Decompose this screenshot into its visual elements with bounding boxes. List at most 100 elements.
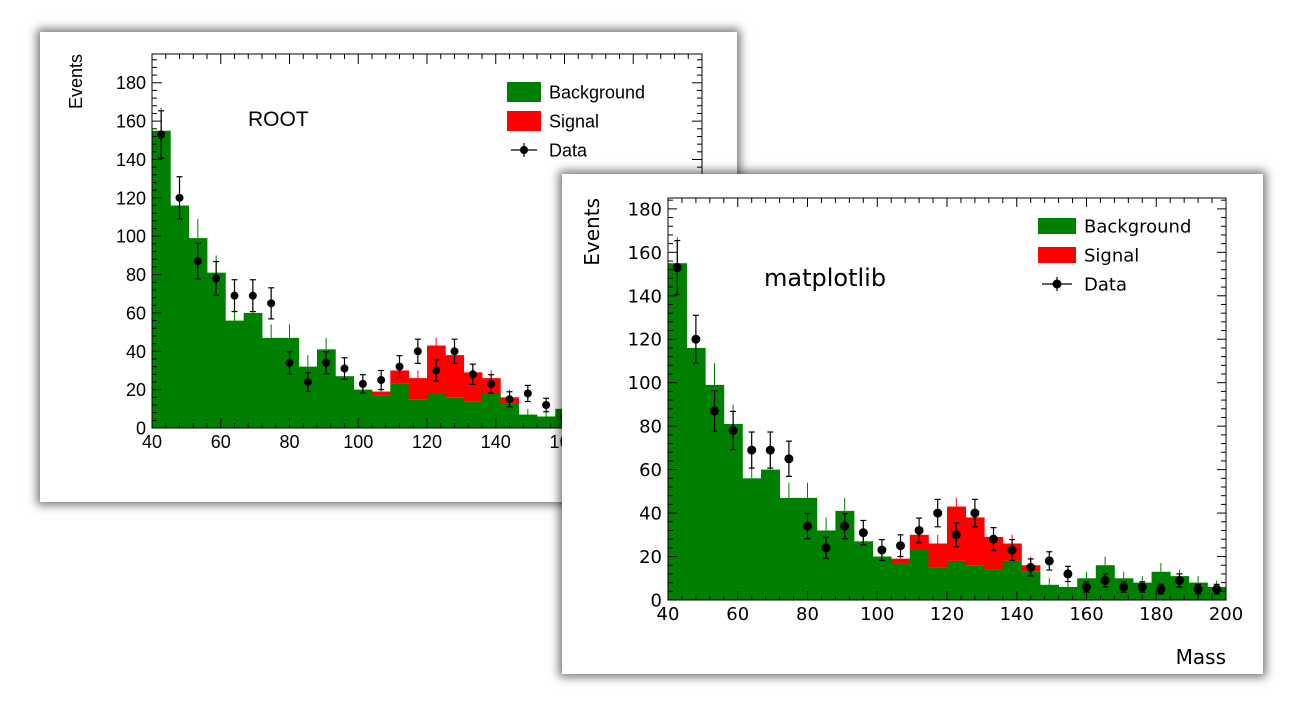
y-tick-label: 160 [628, 243, 662, 264]
background-bar [1002, 560, 1022, 600]
legend-label-signal: Signal [549, 111, 599, 131]
background-bar [835, 510, 855, 600]
background-bar [262, 337, 281, 428]
background-bar [742, 478, 762, 600]
data-point [1100, 575, 1110, 585]
background-bar [518, 414, 538, 428]
background-bar [761, 469, 780, 600]
background-bar [723, 423, 743, 600]
plot-area [668, 237, 1226, 600]
y-axis-label: Events [580, 198, 604, 266]
x-axis-label: Mass [1176, 645, 1226, 669]
data-point [322, 358, 331, 367]
legend-label-data: Data [1084, 274, 1127, 295]
y-tick-label: 40 [126, 342, 146, 362]
legend-swatch-signal [507, 111, 541, 131]
chart-title: ROOT [248, 108, 309, 131]
background-bar [705, 384, 725, 600]
data-point [193, 257, 202, 266]
y-tick-label: 100 [116, 227, 146, 247]
data-point [895, 541, 905, 551]
data-point [989, 534, 999, 544]
x-tick-label: 60 [726, 604, 749, 625]
signal-bar [891, 558, 911, 564]
legend-swatch-background [1038, 218, 1076, 234]
background-bar [947, 560, 966, 600]
legend-label-background: Background [1084, 216, 1191, 237]
matplotlib-plot-panel: 40 60 80 100 120 140 160 180 200 0 20 40 60 80 100 120 1… [562, 174, 1263, 674]
background-bar [872, 556, 892, 600]
data-point [747, 445, 757, 455]
x-tick-label: 120 [412, 432, 442, 452]
background-bar [798, 497, 818, 600]
data-point [933, 508, 943, 518]
y-tick-label: 0 [136, 418, 146, 438]
background-bar [816, 530, 836, 600]
legend: Background Signal Data [1038, 216, 1191, 295]
y-tick-label: 120 [628, 330, 662, 351]
x-tick-label: 140 [1000, 604, 1034, 625]
signal-bar [408, 378, 428, 400]
x-tick-label: 140 [481, 432, 511, 452]
x-tick-label: 40 [142, 432, 162, 452]
legend-label-signal: Signal [1084, 245, 1139, 266]
data-point [1174, 575, 1184, 585]
y-tick-label: 0 [651, 590, 662, 611]
plot-area [152, 107, 702, 428]
y-tick-label: 80 [639, 417, 662, 438]
data-point [1156, 584, 1166, 594]
background-bar [280, 337, 300, 428]
x-tick-label: 80 [796, 604, 819, 625]
x-tick-label: 160 [1069, 604, 1103, 625]
background-bar [390, 383, 410, 428]
background-bar [188, 238, 208, 428]
background-bar [1040, 584, 1059, 600]
background-bar [335, 376, 355, 428]
data-point [710, 406, 720, 416]
data-point [175, 193, 184, 202]
background-bar [537, 416, 556, 428]
data-point [1007, 545, 1017, 555]
background-bar [984, 569, 1004, 600]
chart-title: matplotlib [764, 264, 886, 292]
y-tick-label: 160 [116, 112, 146, 132]
data-point [1026, 562, 1036, 572]
background-bar [243, 312, 263, 428]
data-point [914, 525, 924, 535]
data-point [248, 291, 257, 300]
y-tick-label: 40 [639, 504, 662, 525]
data-point [358, 379, 367, 388]
background-bar [372, 395, 391, 428]
x-tick-label: 80 [279, 432, 299, 452]
background-bar [445, 397, 465, 428]
background-bar [298, 366, 318, 428]
data-point [1082, 582, 1091, 592]
background-bar [463, 401, 483, 428]
data-point [377, 376, 386, 385]
background-bar [1170, 576, 1190, 600]
data-point [413, 347, 422, 356]
background-bar [891, 563, 911, 600]
data-point [157, 130, 166, 139]
data-point [765, 445, 775, 455]
data-point [803, 521, 812, 531]
background-bar [686, 347, 706, 600]
background-bar [965, 565, 985, 600]
data-point [230, 291, 239, 300]
matplotlib-chart: 40 60 80 100 120 140 160 180 200 0 20 40 60 80 100 120 1… [580, 197, 1243, 669]
background-bar [1058, 586, 1078, 600]
background-bar [317, 349, 336, 428]
background-bar [482, 393, 501, 428]
data-point [691, 334, 701, 344]
x-tick-label: 120 [930, 604, 964, 625]
data-point [395, 362, 404, 371]
background-bar [500, 403, 520, 428]
data-point [1063, 569, 1073, 579]
legend: Background Signal Data [507, 82, 645, 160]
x-tick-label: 60 [211, 432, 231, 452]
background-bar [207, 272, 226, 428]
signal-bar [928, 543, 948, 568]
data-point [1119, 582, 1129, 592]
root-chart: 40 60 80 100 120 140 160 0 20 40 60 80 100 120 140 160 1… [66, 53, 703, 452]
x-tick-label: 40 [657, 604, 680, 625]
